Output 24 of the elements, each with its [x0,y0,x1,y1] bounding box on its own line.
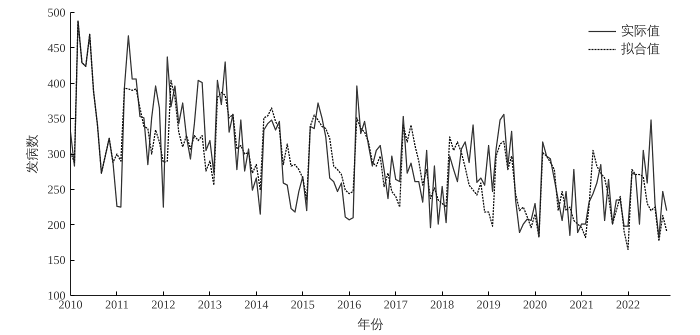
x-tick-label: 2018 [430,298,454,312]
x-tick-label: 2020 [523,298,548,312]
y-tick-label: 300 [48,147,66,161]
x-tick-label: 2013 [198,298,222,312]
legend-label: 实际值 [621,22,660,40]
y-tick-label: 500 [48,6,66,20]
x-tick-label: 2015 [290,298,315,312]
y-tick-label: 200 [48,218,66,232]
x-tick-label: 2011 [105,298,129,312]
x-tick-label: 2016 [337,298,362,312]
x-tick-label: 2012 [151,298,176,312]
x-tick-label: 2019 [476,298,501,312]
y-tick-label: 250 [48,182,66,196]
y-tick-label: 400 [48,76,66,90]
y-tick-label: 350 [48,112,66,126]
x-tick-label: 2014 [244,298,268,312]
x-axis-title: 年份 [358,316,384,332]
y-tick-label: 450 [48,40,66,55]
y-axis-title: 发病数 [24,134,40,174]
y-tick-label: 150 [48,253,66,268]
x-tick-label: 2017 [384,298,408,312]
x-tick-label: 2022 [616,298,640,312]
legend-label: 拟合值 [621,40,660,58]
x-tick-label: 2021 [570,298,594,312]
